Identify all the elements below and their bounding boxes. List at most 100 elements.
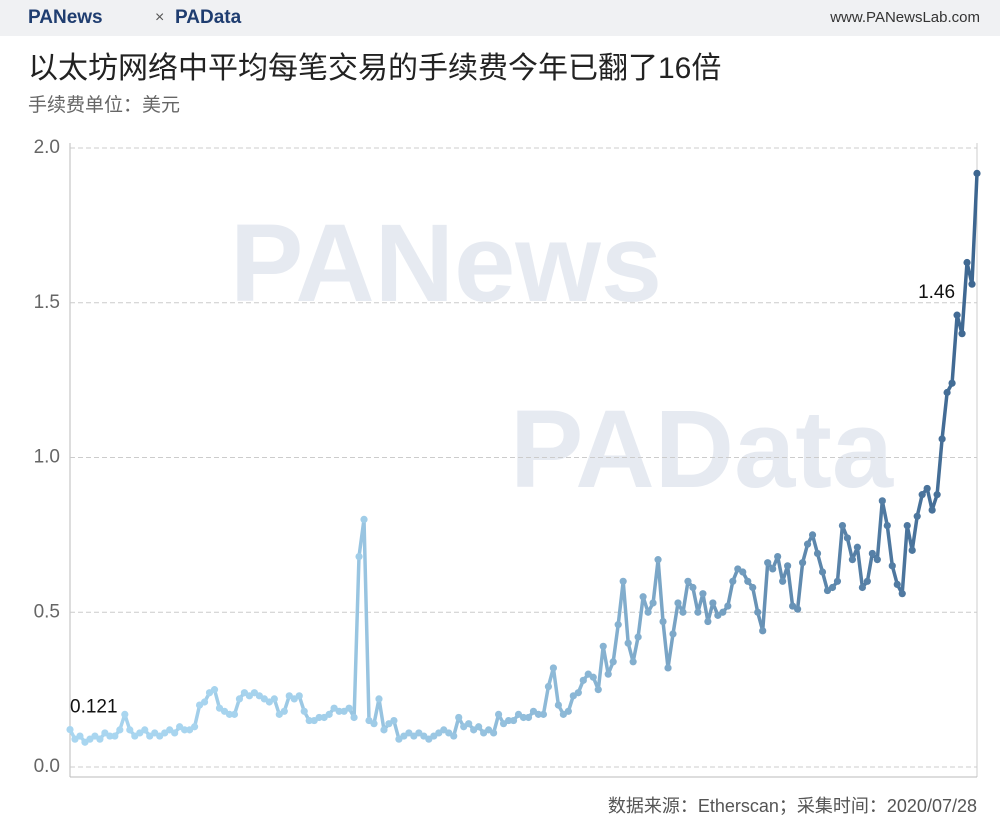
point — [968, 280, 976, 288]
point — [634, 633, 642, 641]
point — [390, 716, 398, 725]
point — [813, 549, 822, 558]
point — [764, 559, 772, 567]
point — [759, 627, 767, 635]
point — [694, 608, 702, 616]
point — [704, 617, 712, 626]
point — [564, 707, 572, 715]
point — [544, 682, 553, 691]
point — [141, 726, 149, 734]
point — [729, 577, 737, 585]
point — [684, 577, 692, 585]
point — [808, 531, 817, 539]
point — [918, 491, 926, 499]
point — [494, 710, 503, 718]
point — [883, 521, 891, 530]
point — [504, 716, 513, 725]
point — [913, 512, 921, 520]
point — [828, 583, 837, 592]
point — [624, 639, 632, 647]
point — [370, 720, 378, 728]
point — [724, 602, 732, 610]
point — [190, 723, 199, 731]
point — [465, 720, 473, 728]
point — [958, 330, 966, 338]
point — [843, 534, 852, 542]
point — [116, 726, 124, 734]
point — [210, 686, 219, 694]
point — [818, 568, 827, 576]
point — [360, 515, 368, 524]
chart-title: 以太坊网络中平均每笔交易的手续费今年已翻了16倍 — [28, 52, 721, 85]
point — [898, 590, 906, 598]
point — [659, 617, 667, 626]
point — [305, 716, 313, 725]
point — [664, 664, 672, 672]
point — [833, 577, 842, 585]
point — [873, 556, 881, 564]
point — [549, 664, 558, 672]
point — [793, 605, 802, 613]
point — [963, 258, 971, 267]
point — [106, 732, 114, 740]
point — [96, 735, 104, 743]
point — [375, 695, 383, 703]
point — [943, 388, 951, 397]
data-label: 1.46 — [918, 282, 955, 303]
point — [300, 707, 308, 715]
point — [938, 435, 946, 443]
site: www.PANewsLab.com — [829, 9, 980, 26]
point — [689, 583, 697, 592]
point — [270, 695, 278, 703]
point — [908, 546, 916, 554]
point — [475, 723, 483, 731]
point — [629, 658, 637, 666]
point — [853, 543, 861, 551]
point — [719, 608, 727, 616]
point — [450, 732, 458, 740]
point — [868, 549, 876, 558]
point — [948, 379, 956, 387]
point — [754, 608, 762, 616]
point — [455, 713, 463, 722]
point — [903, 521, 911, 530]
point — [335, 707, 343, 715]
point — [594, 686, 602, 694]
brand-right: PAData — [175, 7, 242, 28]
point — [749, 583, 757, 592]
point — [614, 621, 622, 629]
point — [380, 726, 388, 734]
point — [973, 169, 981, 177]
point — [953, 311, 961, 319]
point — [235, 695, 244, 703]
footer: 数据来源：Etherscan；采集时间：2020/07/28 — [608, 796, 977, 816]
point — [803, 540, 812, 548]
point — [744, 577, 752, 585]
point — [784, 562, 792, 570]
point — [674, 599, 682, 607]
point — [350, 713, 358, 722]
point — [111, 732, 119, 740]
point — [539, 710, 548, 718]
point — [858, 583, 866, 592]
point — [325, 710, 333, 718]
point — [649, 599, 657, 607]
point — [345, 704, 353, 712]
point — [200, 698, 209, 706]
header-bar — [0, 0, 1000, 36]
point — [355, 552, 363, 561]
y-tick-label: 0.0 — [34, 756, 60, 777]
point — [579, 676, 587, 684]
point — [230, 710, 239, 718]
point — [604, 670, 612, 678]
point — [933, 491, 941, 499]
point — [878, 497, 886, 505]
point — [509, 716, 518, 725]
watermark: PAData — [510, 388, 894, 511]
point — [838, 521, 847, 530]
y-tick-label: 1.0 — [34, 447, 60, 468]
data-label: 0.121 — [70, 697, 118, 718]
y-tick-label: 0.5 — [34, 601, 60, 622]
y-tick-label: 1.5 — [34, 292, 60, 313]
point — [554, 701, 562, 709]
